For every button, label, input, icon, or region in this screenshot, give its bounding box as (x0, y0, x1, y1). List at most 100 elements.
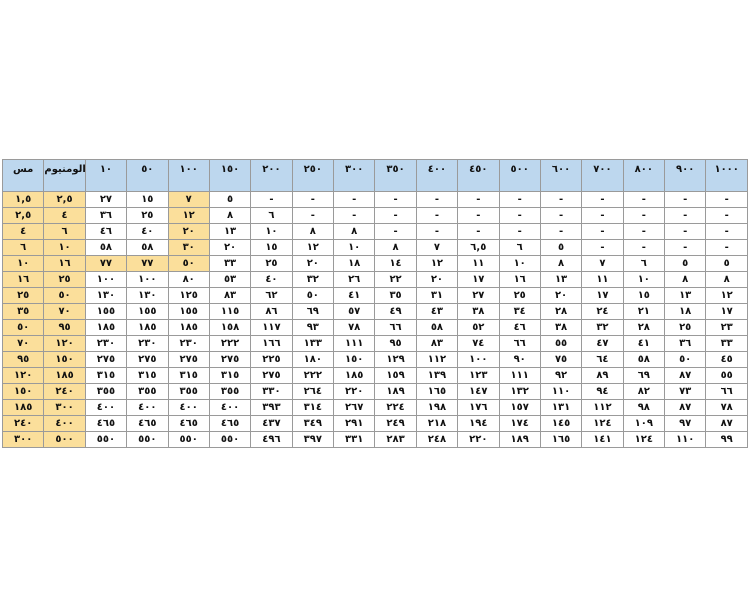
table-cell: ٥ (663, 255, 707, 272)
table-cell: ٧٣ (663, 383, 707, 400)
table-cell: ٣١٤ (291, 399, 335, 416)
table-cell: - (705, 223, 748, 240)
table-cell: ٣٥٥ (84, 383, 128, 400)
table-cell: ١٥٥ (84, 303, 128, 320)
table-cell: ١٨ (663, 303, 707, 320)
table-cell: ٨ (291, 223, 335, 240)
column-header: ٣٥٠ (374, 159, 417, 192)
table-cell: ١٤٥ (539, 415, 583, 432)
table-cell: ٥٨ (415, 319, 459, 336)
table-cell: ٥٢ (457, 319, 500, 336)
table-cell: ٤٦ (84, 223, 128, 240)
table-cell: ٣٤ (498, 303, 541, 320)
table-cell: - (250, 191, 293, 208)
table-cell: - (415, 223, 459, 240)
table-cell: ١٣٠ (126, 287, 169, 304)
table-cell: ٥٣ (208, 271, 252, 288)
table-cell: ١٥٥ (126, 303, 169, 320)
table-cell: - (622, 191, 666, 208)
table-cell: - (581, 223, 624, 240)
table-cell: ٥٠ (663, 351, 707, 368)
table-cell: ٦,٥ (457, 239, 500, 256)
table-cell: - (498, 223, 541, 240)
table-cell: ٢٥ (663, 319, 707, 336)
table-cell: ١٢ (291, 239, 335, 256)
row-header-cell: ١٠ (1, 255, 45, 272)
table-cell: ١٠٠ (457, 351, 500, 368)
table-cell: - (622, 223, 666, 240)
table-cell: ١٨٥ (332, 367, 376, 384)
table-cell: ٢٣ (705, 319, 748, 336)
table-cell: ٣٣٠ (250, 383, 293, 400)
row-header-cell: ١٥٠ (1, 383, 45, 400)
table-cell: ٣١ (415, 287, 459, 304)
table-cell: ٣٥٥ (167, 383, 210, 400)
table-cell: ٤٩ (374, 303, 417, 320)
table-cell: - (663, 191, 707, 208)
table-cell: ٢٧٥ (208, 351, 252, 368)
table-row: ١,٥ ٢,٥ ٢٧ ١٥ ٧ ٥- - - - - - - - - - - - (1, 191, 748, 208)
row-header-cell: ٣٠٠ (43, 399, 86, 416)
table-cell: ٦٩ (291, 303, 335, 320)
table-cell: ٦٦ (374, 319, 417, 336)
table-cell: - (374, 191, 417, 208)
table-cell: ٤٦٥ (167, 415, 210, 432)
table-cell: - (581, 191, 624, 208)
table-cell: ١١١ (332, 335, 376, 352)
table-cell: ٨٩ (581, 367, 624, 384)
row-header-cell: ١٨٥ (1, 399, 45, 416)
table-cell: ٤٠٠ (208, 399, 252, 416)
table-cell: ١٧ (581, 287, 624, 304)
table-cell: ١٠٠ (84, 271, 128, 288)
table-cell: ١٥ (126, 191, 169, 208)
table-cell: ٥ (208, 191, 252, 208)
table-cell: ١٧٦ (457, 399, 500, 416)
table-cell: ١٠٠ (126, 271, 169, 288)
table-cell: ١٠ (498, 255, 541, 272)
table-row: ٤ ٦ ٤٦ ٤٠ ٢٠ ١٣ ١٠ ٨ ٨- - - - - - - - - (1, 223, 748, 240)
table-cell: ٣٣١ (332, 431, 376, 448)
row-header-cell: ٥٠٠ (43, 431, 86, 448)
table-cell: ٥٥٠ (84, 431, 128, 448)
table-cell: ٢١ (622, 303, 666, 320)
row-header-cell: ٢,٥ (1, 207, 45, 224)
table-cell: ١٨٠ (291, 351, 335, 368)
table-cell: ٩٥ (374, 335, 417, 352)
table-cell: - (705, 191, 748, 208)
column-header: ١٥٠ (208, 159, 252, 192)
table-cell: ٢٨ (539, 303, 583, 320)
table-cell: ٤٧ (581, 335, 624, 352)
table-cell: ٧٥ (539, 351, 583, 368)
table-cell: - (539, 207, 583, 224)
table-cell: ٤٣٧ (250, 415, 293, 432)
table-cell: ٤٦٥ (208, 415, 252, 432)
table-cell: ٦٢ (250, 287, 293, 304)
table-cell: ٥ (705, 255, 748, 272)
table-cell: ٧ (415, 239, 459, 256)
table-cell: ٢٠ (208, 239, 252, 256)
table-cell: ١٢٤ (622, 431, 666, 448)
table-cell: ٤٠٠ (84, 399, 128, 416)
row-header-cell: ١٦ (1, 271, 45, 288)
table-cell: ٤٦٥ (126, 415, 169, 432)
table-cell: ٩٧ (663, 415, 707, 432)
column-header: ١٠٠٠ (705, 159, 748, 192)
table-cell: ٥٧ (332, 303, 376, 320)
table-cell: ١٥٧ (498, 399, 541, 416)
table-cell: ٥٥٠ (167, 431, 210, 448)
row-header-cell: ١٨٥ (43, 367, 86, 384)
table-cell: ٥٥٠ (126, 431, 169, 448)
table-cell: ٢٢٢ (208, 335, 252, 352)
table-cell: ٢٢٢ (291, 367, 335, 384)
table-cell: ٧٨ (705, 399, 748, 416)
table-cell: ١١٠ (539, 383, 583, 400)
table-cell: - (291, 207, 335, 224)
table-cell: ٥٨ (622, 351, 666, 368)
row-header-cell: ٥٠ (43, 287, 86, 304)
table-cell: ١٧ (705, 303, 748, 320)
table-cell: ٨ (332, 223, 376, 240)
table-cell: ٣١٥ (126, 367, 169, 384)
table-cell: ٢٢٠ (457, 431, 500, 448)
row-header-cell: ٧٠ (1, 335, 45, 352)
table-cell: - (332, 207, 376, 224)
